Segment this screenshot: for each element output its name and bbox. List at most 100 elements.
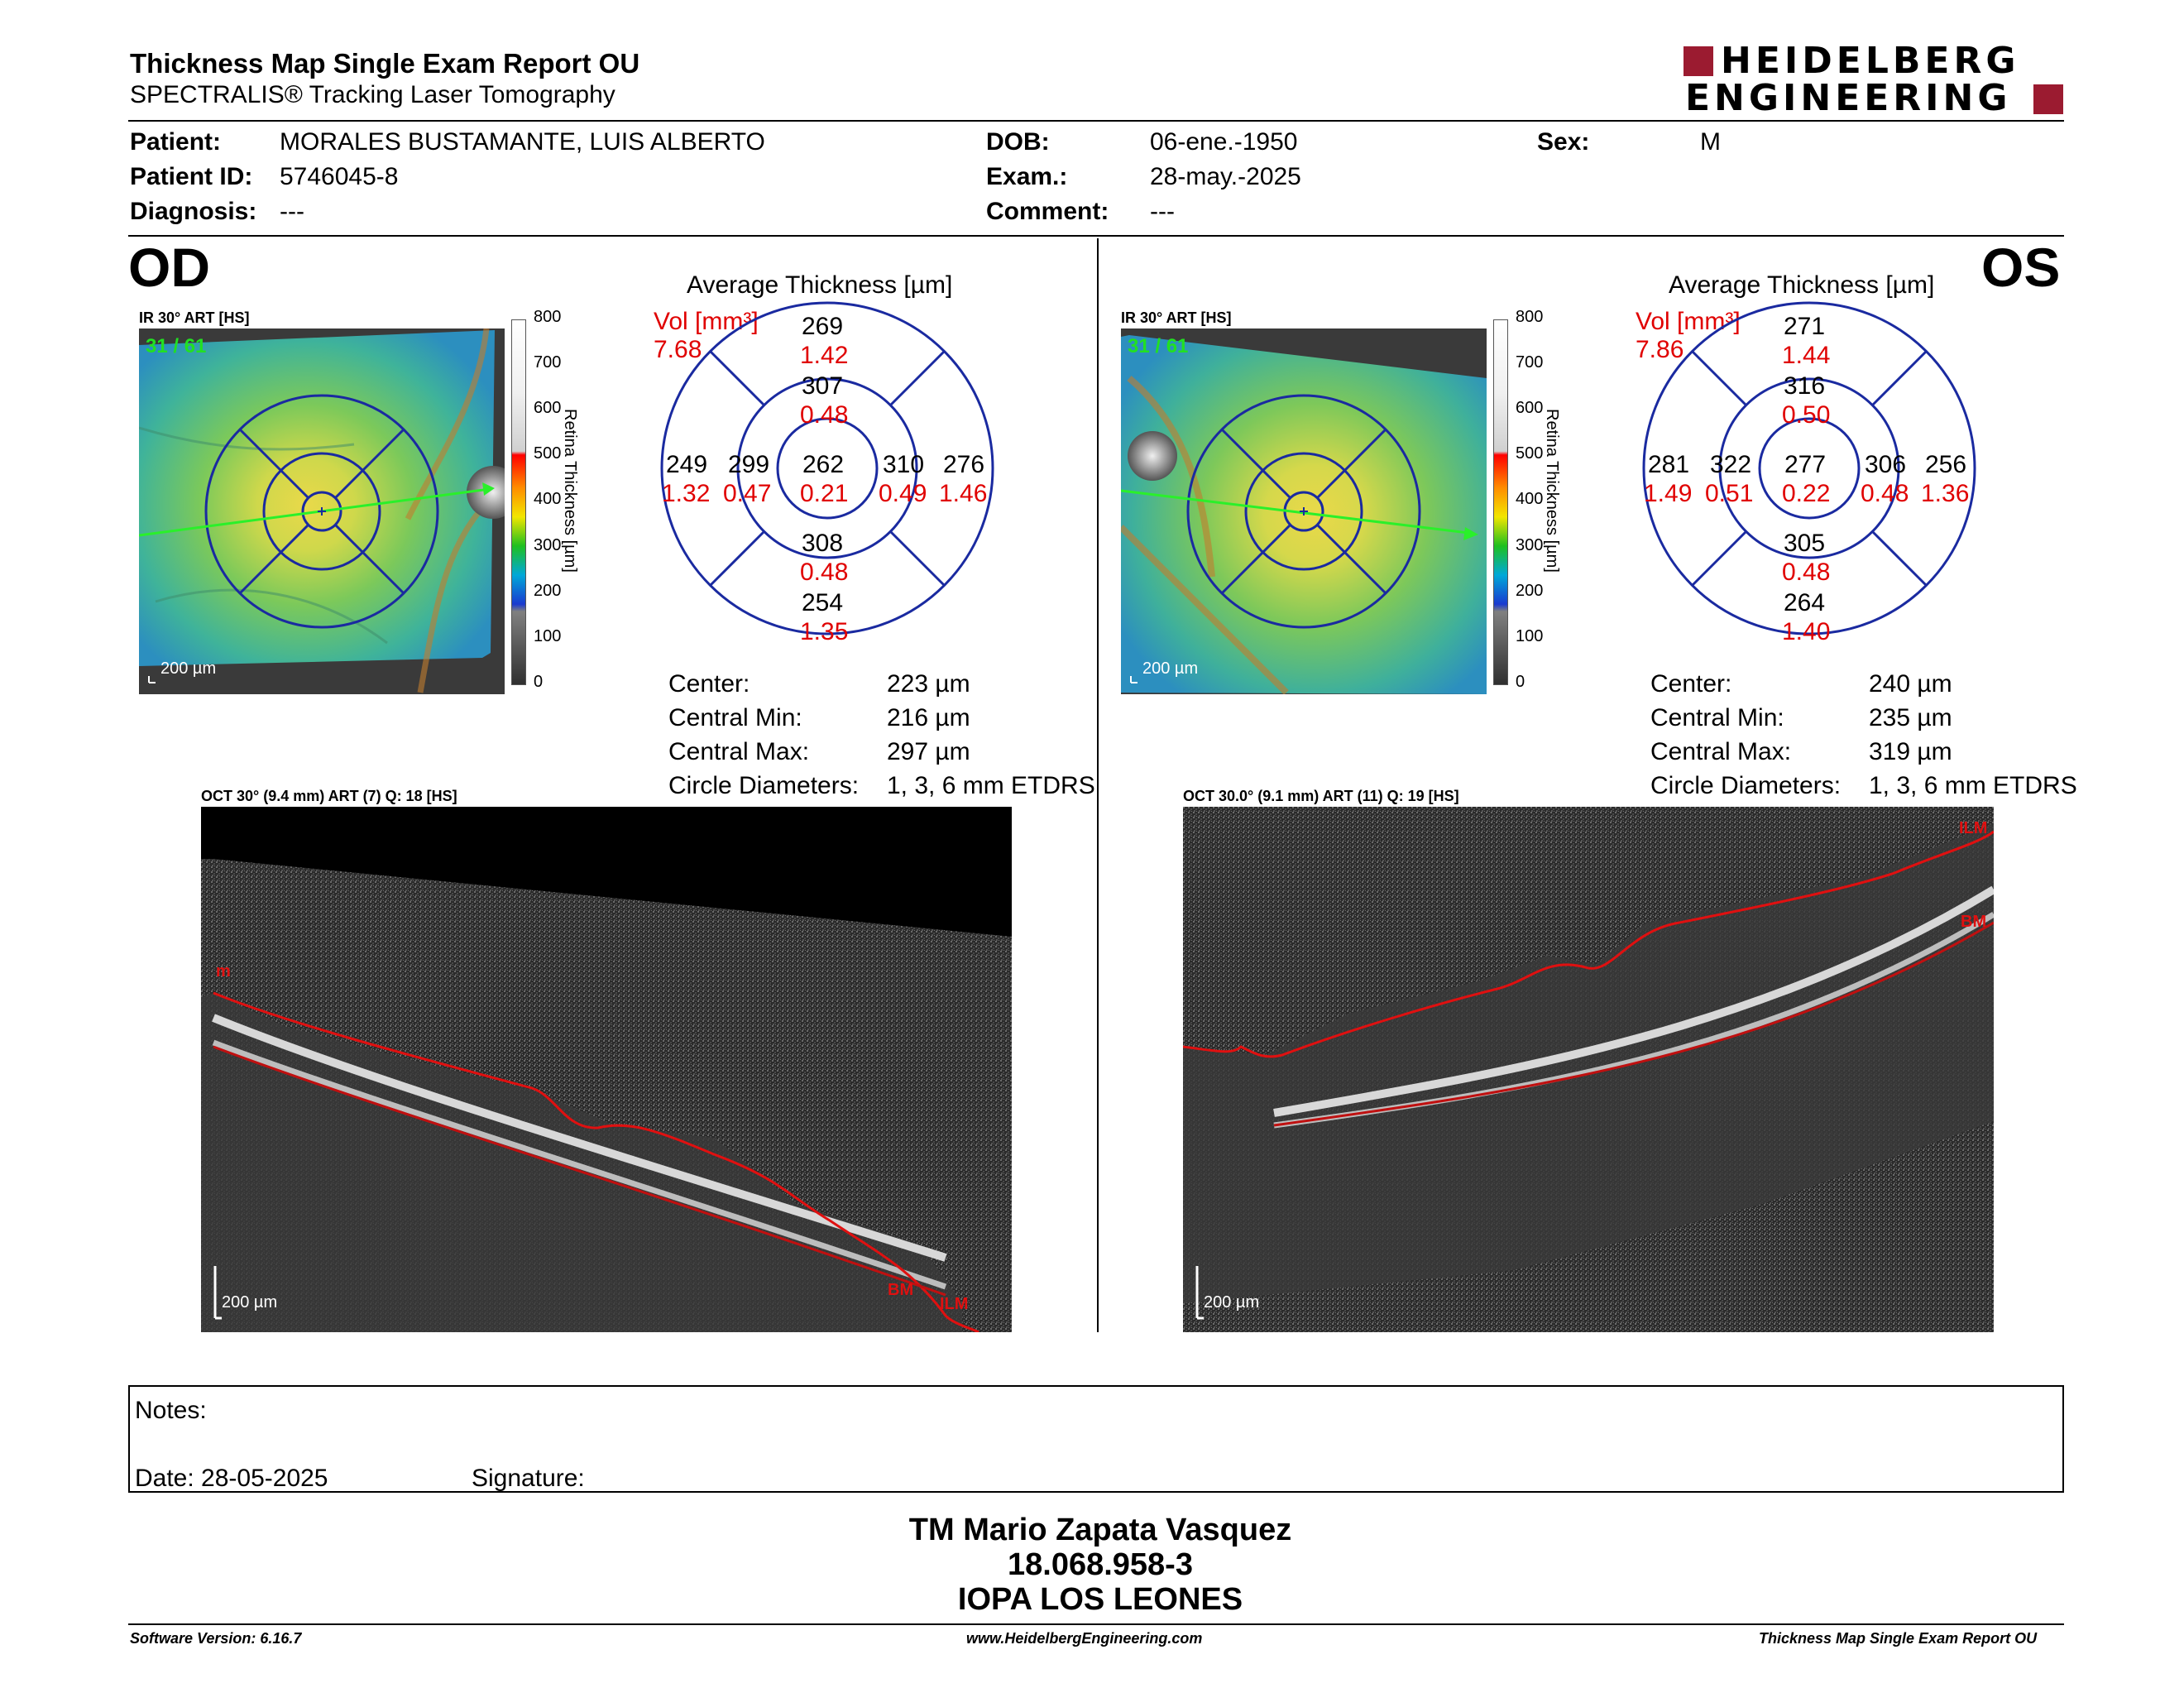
- os-diam-label: Circle Diameters:: [1650, 772, 1842, 799]
- od-max-label: Central Max:: [668, 738, 810, 765]
- footer-divider: [128, 1623, 2064, 1625]
- od-tick-700: 700: [534, 353, 562, 372]
- sex-value: M: [1700, 128, 1721, 156]
- comment-value: ---: [1150, 198, 1175, 225]
- software-version: Software Version: 6.16.7: [130, 1630, 302, 1647]
- od-frame-counter: 31 / 61: [146, 335, 207, 357]
- os-min-value: 235 µm: [1869, 704, 1952, 731]
- website-link[interactable]: www.HeidelbergEngineering.com: [966, 1630, 1203, 1647]
- od-inner-inf: 308: [802, 530, 844, 557]
- logo-red-square-bottom: [2033, 84, 2063, 114]
- os-fundus-thickness-map: 31 / 61 200 µm: [1121, 328, 1487, 694]
- od-avg-title: Average Thickness [µm]: [687, 271, 953, 299]
- header-divider: [128, 120, 2064, 122]
- os-outer-temp-vol: 1.49: [1644, 480, 1693, 507]
- os-center-label: Center:: [1650, 670, 1732, 698]
- os-inner-sup: 316: [1784, 372, 1826, 400]
- sex-label: Sex:: [1537, 128, 1590, 156]
- diagnosis-value: ---: [280, 198, 304, 225]
- od-vol-label: Vol [mm³]: [654, 308, 759, 335]
- patient-divider: [128, 235, 2064, 237]
- od-tick-100: 100: [534, 627, 562, 645]
- od-oct-svg: [201, 807, 1012, 1332]
- od-min-label: Central Min:: [668, 704, 802, 731]
- logo-red-square-top: [1684, 46, 1713, 76]
- os-inner-inf: 305: [1784, 530, 1826, 557]
- logo-line1: HEIDELBERG: [1721, 40, 2020, 82]
- od-tick-300: 300: [534, 536, 562, 554]
- od-oct-ilm-mark: ILM: [940, 1295, 969, 1313]
- od-oct-scale-bar: 200 µm: [222, 1293, 278, 1312]
- od-oct-m-mark: m: [216, 962, 231, 981]
- od-colorbar: [511, 319, 526, 685]
- os-oct-bscan: 200 µm ILM BM: [1183, 807, 1994, 1332]
- os-vol-value: 7.86: [1636, 336, 1684, 363]
- od-outer-inf-vol: 1.35: [800, 618, 849, 645]
- os-avg-title: Average Thickness [µm]: [1669, 271, 1935, 299]
- os-max-label: Central Max:: [1650, 738, 1792, 765]
- signer-institution: IOPA LOS LEONES: [957, 1582, 1243, 1617]
- os-outer-nas-vol: 1.36: [1921, 480, 1970, 507]
- os-oct-label: OCT 30.0° (9.1 mm) ART (11) Q: 19 [HS]: [1183, 788, 1459, 804]
- od-inner-nas: 310: [883, 451, 925, 478]
- os-outer-sup-vol: 1.44: [1782, 342, 1831, 369]
- patient-id: 5746045-8: [280, 163, 399, 190]
- od-center-label: Center:: [668, 670, 750, 698]
- os-fundus-svg: [1121, 328, 1487, 694]
- od-vol-value: 7.68: [654, 336, 702, 363]
- od-inner-temp: 299: [728, 451, 770, 478]
- os-outer-nas: 256: [1925, 451, 1967, 478]
- comment-label: Comment:: [986, 198, 1109, 225]
- od-center-value: 223 µm: [887, 670, 970, 698]
- exam-label: Exam.:: [986, 163, 1068, 190]
- os-tick-700: 700: [1516, 353, 1544, 372]
- os-inner-inf-vol: 0.48: [1782, 559, 1831, 586]
- os-tick-400: 400: [1516, 490, 1544, 508]
- os-tick-200: 200: [1516, 582, 1544, 600]
- od-outer-sup-vol: 1.42: [800, 342, 849, 369]
- signer-rut: 18.068.958-3: [1008, 1547, 1193, 1582]
- patient-name: MORALES BUSTAMANTE, LUIS ALBERTO: [280, 128, 765, 156]
- os-center-vol: 0.22: [1782, 480, 1831, 507]
- od-diam-value: 1, 3, 6 mm ETDRS: [887, 772, 1095, 799]
- od-diam-label: Circle Diameters:: [668, 772, 860, 799]
- os-inner-nas-vol: 0.48: [1861, 480, 1909, 507]
- od-outer-inf: 254: [802, 589, 844, 616]
- os-diam-value: 1, 3, 6 mm ETDRS: [1869, 772, 2077, 799]
- od-etdrs-grid: [660, 301, 994, 635]
- signature-label: Signature:: [472, 1465, 585, 1492]
- patient-label: Patient:: [130, 128, 222, 156]
- os-eye-label: OS: [1981, 237, 2061, 298]
- exam-value: 28-may.-2025: [1150, 163, 1301, 190]
- diagnosis-label: Diagnosis:: [130, 198, 257, 225]
- od-outer-sup: 269: [802, 313, 844, 340]
- os-tick-600: 600: [1516, 399, 1544, 417]
- signer-name: TM Mario Zapata Vasquez: [908, 1513, 1292, 1547]
- footer-report-name: Thickness Map Single Exam Report OU: [1759, 1630, 2038, 1647]
- logo-line2: ENGINEERING: [1685, 77, 2012, 119]
- od-inner-sup-vol: 0.48: [800, 401, 849, 429]
- os-etdrs-grid: [1642, 301, 1976, 635]
- date-label: Date: 28-05-2025: [135, 1465, 328, 1492]
- os-tick-500: 500: [1516, 444, 1544, 463]
- os-frame-counter: 31 / 61: [1128, 335, 1189, 357]
- od-eye-label: OD: [128, 237, 210, 298]
- od-inner-temp-vol: 0.47: [723, 480, 772, 507]
- od-inner-nas-vol: 0.49: [879, 480, 927, 507]
- od-fundus-scale-bar: 200 µm: [160, 659, 217, 678]
- od-min-value: 216 µm: [887, 704, 970, 731]
- od-tick-200: 200: [534, 582, 562, 600]
- os-tick-100: 100: [1516, 627, 1544, 645]
- dob-label: DOB:: [986, 128, 1050, 156]
- od-colorbar-title: Retina Thickness [µm]: [561, 409, 579, 573]
- od-outer-nas: 276: [943, 451, 985, 478]
- notes-label: Notes:: [135, 1397, 207, 1424]
- os-colorbar: [1493, 319, 1508, 685]
- os-max-value: 319 µm: [1869, 738, 1952, 765]
- os-tick-800: 800: [1516, 308, 1544, 326]
- os-tick-0: 0: [1516, 673, 1525, 691]
- os-outer-temp: 281: [1648, 451, 1690, 478]
- od-tick-0: 0: [534, 673, 544, 691]
- report-subtitle: SPECTRALIS® Tracking Laser Tomography: [130, 81, 615, 108]
- os-tick-300: 300: [1516, 536, 1544, 554]
